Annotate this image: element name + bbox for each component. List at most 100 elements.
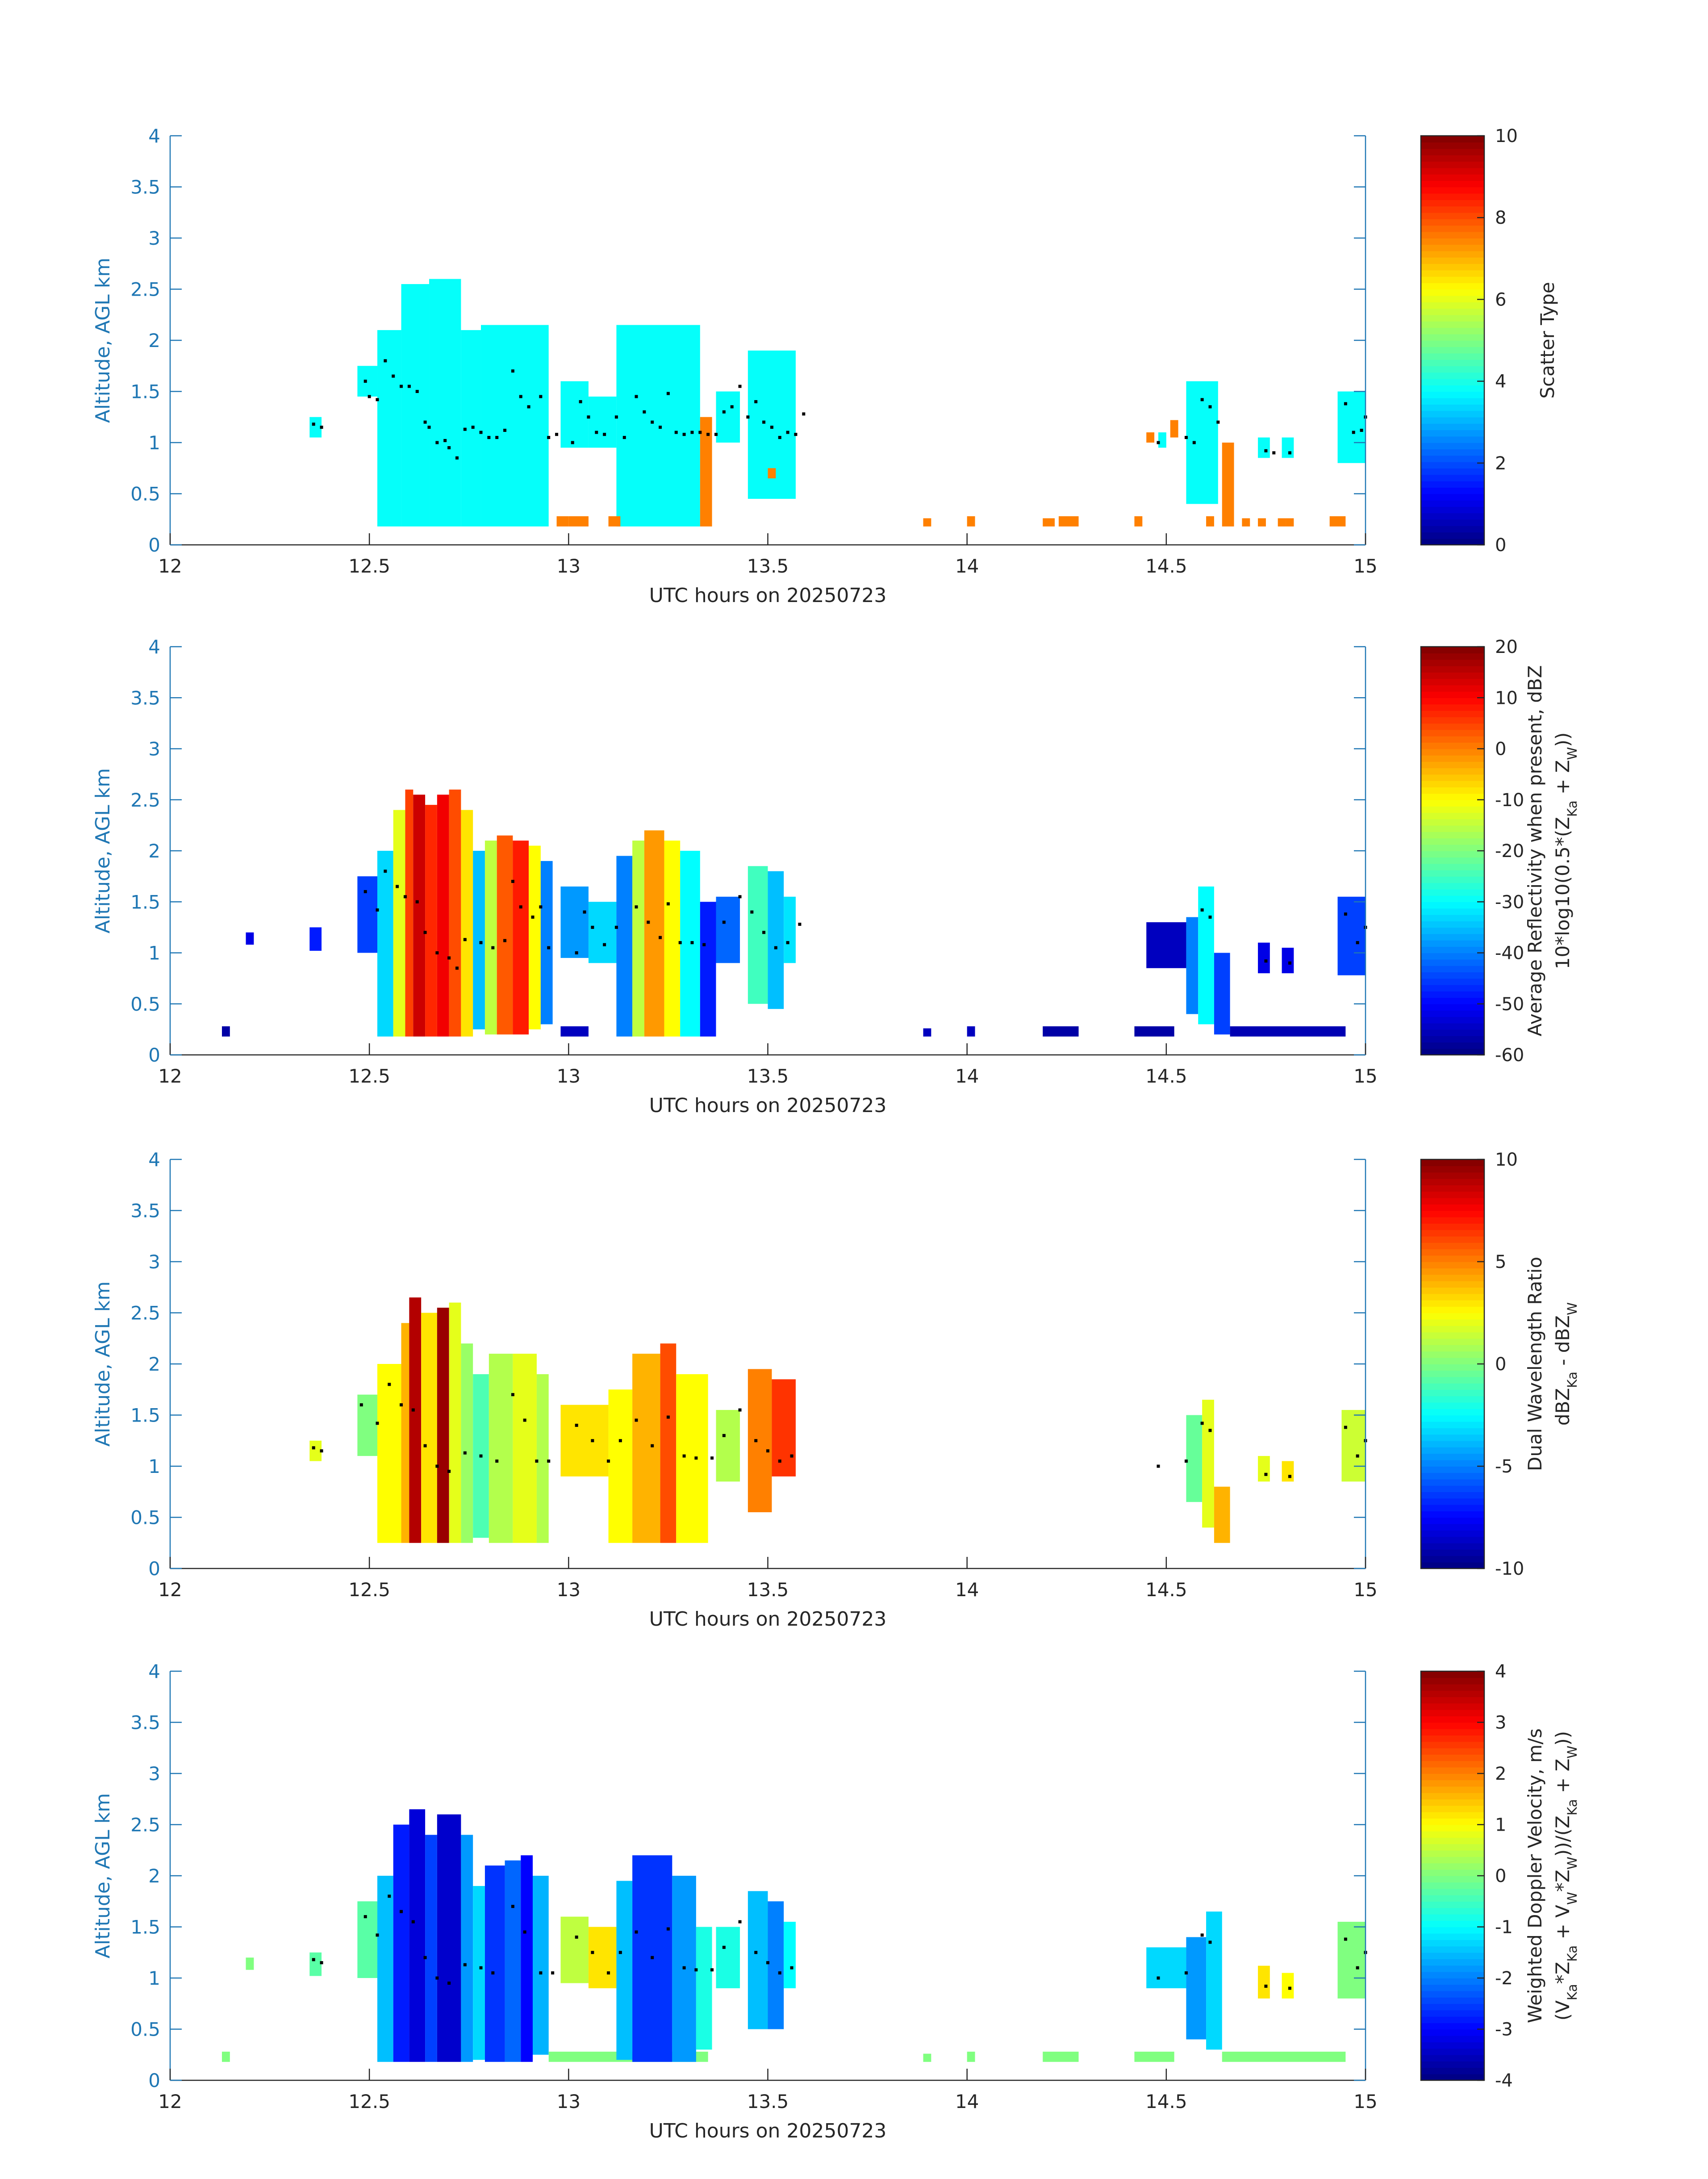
colorbar-swatch — [1421, 659, 1484, 666]
heatmap-cell — [588, 396, 617, 448]
colorbar-swatch — [1421, 2023, 1484, 2030]
cloud-base-marker — [491, 946, 495, 949]
colorbar-swatch — [1421, 1197, 1484, 1205]
colorbar-swatch — [1421, 2067, 1484, 2074]
cloud-base-marker — [407, 385, 411, 388]
y-tick-label: 0.5 — [130, 1507, 160, 1529]
cloud-base-marker — [455, 966, 459, 970]
x-tick-label: 14.5 — [1145, 1065, 1187, 1087]
heatmap-cell — [401, 1323, 409, 1543]
cloud-base-marker — [583, 910, 586, 914]
cloud-base-marker — [400, 1403, 403, 1407]
colorbar-swatch — [1421, 1396, 1484, 1403]
colorbar-swatch — [1421, 1965, 1484, 1972]
cloud-base-marker — [1344, 402, 1347, 406]
heatmap-cell — [461, 810, 473, 1037]
colorbar-swatch — [1421, 1029, 1484, 1036]
cloud-base-marker — [503, 429, 507, 432]
colorbar-swatch — [1421, 417, 1484, 424]
cloud-base-marker — [614, 925, 618, 929]
colorbar-tick-label: 10 — [1495, 126, 1518, 146]
cloud-base-marker — [1157, 1976, 1160, 1980]
cloud-base-marker — [682, 1966, 686, 1970]
colorbar-tick-label: 10 — [1495, 1150, 1518, 1170]
colorbar-swatch — [1421, 353, 1484, 360]
heatmap-cell — [1186, 1415, 1203, 1502]
cloud-base-marker — [1216, 420, 1220, 424]
colorbar-swatch — [1421, 1761, 1484, 1768]
cloud-base-marker — [523, 1418, 526, 1422]
colorbar-swatch — [1421, 1191, 1484, 1198]
y-tick-label: 0.5 — [130, 2019, 160, 2041]
heatmap-cell — [608, 516, 621, 527]
colorbar-swatch — [1421, 1549, 1484, 1556]
colorbar-tick-label: 2 — [1495, 453, 1506, 474]
cloud-base-marker — [411, 1408, 415, 1412]
cloud-base-marker — [666, 1415, 670, 1419]
heatmap-cell — [425, 805, 437, 1037]
heatmap-cell — [449, 789, 461, 1037]
cloud-base-marker — [320, 426, 323, 429]
cloud-base-marker — [523, 1930, 526, 1934]
y-tick-label: 1 — [148, 432, 160, 454]
chart-panel-1: 12 12.5 13 13.5 14 14.5 15 0 0.5 1 1.5 2 2.5 3 3.5 4 UTC… — [92, 125, 1558, 607]
cloud-base-marker — [479, 1454, 483, 1458]
heatmap-cell — [409, 1809, 426, 2062]
cloud-base-marker — [320, 1961, 323, 1965]
colorbar-swatch — [1421, 1735, 1484, 1742]
colorbar-swatch — [1421, 468, 1484, 475]
heatmap-cell — [1278, 518, 1286, 527]
colorbar-swatch — [1421, 1466, 1484, 1473]
heatmap-cell — [437, 795, 449, 1037]
colorbar-swatch — [1421, 1716, 1484, 1723]
colorbar-swatch — [1421, 2048, 1484, 2055]
colorbar-swatch — [1421, 991, 1484, 998]
y-axis-label: Altitude, AGL km — [92, 258, 114, 423]
cloud-base-marker — [1352, 431, 1355, 434]
heatmap-cell — [616, 1881, 633, 2060]
cloud-base-marker — [479, 941, 483, 945]
x-tick-label: 14 — [955, 555, 979, 577]
heatmap-cell — [409, 1297, 422, 1543]
cloud-base-marker — [738, 385, 742, 388]
colorbar-swatch — [1421, 857, 1484, 864]
heatmap-cell — [505, 1860, 521, 2062]
cloud-base-marker — [647, 920, 650, 924]
cloud-base-marker — [359, 1403, 363, 1407]
heatmap-cell — [1206, 516, 1214, 527]
cloud-base-marker — [750, 910, 754, 914]
cloud-base-marker — [447, 956, 451, 960]
heatmap-cell — [1043, 2051, 1079, 2062]
x-tick-label: 12.5 — [348, 2091, 390, 2112]
heatmap-cell — [588, 902, 617, 963]
heatmap-cell — [1258, 942, 1270, 974]
heatmap-cell — [1043, 518, 1055, 527]
heatmap-cell — [700, 902, 716, 1037]
cloud-base-marker — [762, 420, 766, 424]
colorbar-swatch — [1421, 1991, 1484, 1998]
colorbar-swatch — [1421, 1453, 1484, 1460]
colorbar-swatch — [1421, 1844, 1484, 1851]
cloud-base-marker — [396, 885, 399, 888]
colorbar-swatch — [1421, 1010, 1484, 1017]
colorbar-swatch — [1421, 997, 1484, 1004]
cloud-base-marker — [1356, 1966, 1359, 1970]
cloud-base-marker — [802, 412, 806, 416]
colorbar-swatch — [1421, 532, 1484, 539]
heatmap-cell — [1258, 437, 1270, 458]
colorbar-swatch — [1421, 1984, 1484, 1991]
heatmap-cell — [768, 871, 784, 1009]
heatmap-cell — [680, 851, 700, 1037]
colorbar-swatch — [1421, 1907, 1484, 1915]
cloud-base-marker — [754, 1439, 758, 1443]
colorbar-tick-label: 1 — [1495, 1815, 1506, 1836]
heatmap-cell — [309, 417, 322, 438]
y-tick-label: 3.5 — [130, 687, 160, 709]
colorbar-swatch — [1421, 161, 1484, 168]
colorbar-swatch — [1421, 774, 1484, 781]
cloud-base-marker — [659, 426, 662, 429]
y-tick-label: 3 — [148, 227, 160, 249]
x-tick-label: 12 — [158, 1065, 182, 1087]
heatmap-cells — [222, 789, 1366, 1037]
